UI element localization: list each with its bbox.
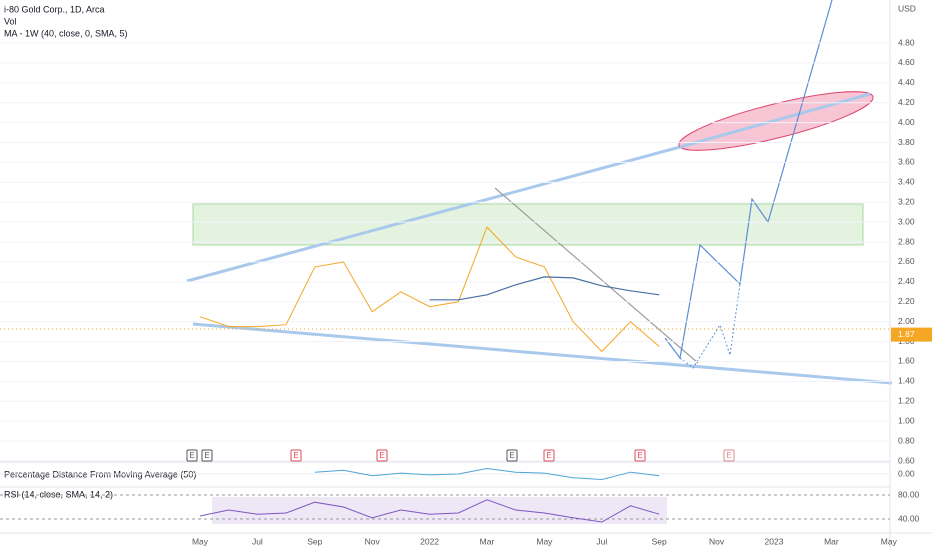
x-tick-label: Jul [596, 536, 607, 546]
earnings-label: E [379, 451, 384, 460]
trendline-upper [186, 145, 681, 283]
earnings-label: E [726, 451, 731, 460]
y-tick-label: 1.00 [898, 415, 915, 425]
earnings-marker [201, 449, 213, 462]
zone-rectangle [192, 203, 864, 246]
earnings-marker [186, 449, 198, 462]
x-tick-label: Sep [307, 536, 322, 546]
y-tick-label: 3.40 [898, 177, 915, 187]
price-tag [891, 327, 932, 342]
y-tick-label: 4.20 [898, 97, 915, 107]
y-tick-label: 0.60 [898, 455, 915, 465]
earnings-marker [543, 449, 555, 462]
trendline-lower [192, 322, 893, 385]
earnings-marker [723, 449, 735, 462]
earnings-label: E [189, 451, 194, 460]
y-tick-label: 40.00 [898, 513, 920, 523]
earnings-label: E [546, 451, 551, 460]
x-tick-label: May [881, 536, 898, 546]
y-tick-label: 1.60 [898, 356, 915, 366]
x-tick-label: May [536, 536, 553, 546]
y-tick-label: 2.00 [898, 316, 915, 326]
y-tick-label: 0.80 [898, 435, 915, 445]
x-tick-label: Mar [824, 536, 839, 546]
y-tick-label: 2.40 [898, 276, 915, 286]
y-tick-label: 3.80 [898, 137, 915, 147]
x-tick-label: Nov [365, 536, 381, 546]
earnings-label: E [509, 451, 514, 460]
y-tick-label: 4.80 [898, 37, 915, 47]
y-tick-label: 3.00 [898, 216, 915, 226]
x-tick-label: Nov [709, 536, 725, 546]
y-tick-label: 3.20 [898, 196, 915, 206]
y-tick-label: 4.00 [898, 117, 915, 127]
price-line [199, 226, 660, 353]
y-tick-label: 4.40 [898, 77, 915, 87]
y-tick-label: 2.20 [898, 296, 915, 306]
earnings-marker [376, 449, 388, 462]
x-tick-label: 2022 [420, 536, 439, 546]
rsi-title: RSI (14, close, SMA, 14, 2) [4, 489, 113, 499]
earnings-marker [506, 449, 518, 462]
rsi-line [199, 499, 660, 523]
earnings-marker [634, 449, 646, 462]
x-tick-label: 2023 [765, 536, 784, 546]
rsi-band [212, 497, 667, 524]
currency: USD [898, 3, 916, 13]
x-tick-label: May [192, 536, 209, 546]
y-tick-label: 80.00 [898, 489, 920, 499]
price-tag-label: 1.87 [898, 329, 915, 339]
y-tick-label: 1.20 [898, 396, 915, 406]
y-tick-label: 3.60 [898, 157, 915, 167]
y-tick-label: 1.40 [898, 376, 915, 386]
y-tick-label: 4.60 [898, 57, 915, 67]
y-tick-label: 0.00 [898, 468, 915, 478]
y-tick-label: 2.60 [898, 256, 915, 266]
distance-line [314, 467, 660, 481]
y-tick-label: 2.80 [898, 236, 915, 246]
volume-label: Vol [4, 16, 17, 26]
earnings-label: E [204, 451, 209, 460]
x-tick-label: Mar [480, 536, 495, 546]
x-tick-label: Sep [652, 536, 667, 546]
x-tick-label: Jul [252, 536, 263, 546]
price-line [429, 276, 660, 301]
ma-legend: MA - 1W (40, close, 0, SMA, 5) [4, 28, 128, 38]
earnings-label: E [293, 451, 298, 460]
earnings-marker [290, 449, 302, 462]
trendline-down [494, 187, 699, 364]
chart-title: i-80 Gold Corp., 1D, Arca [4, 4, 105, 14]
earnings-label: E [637, 451, 642, 460]
